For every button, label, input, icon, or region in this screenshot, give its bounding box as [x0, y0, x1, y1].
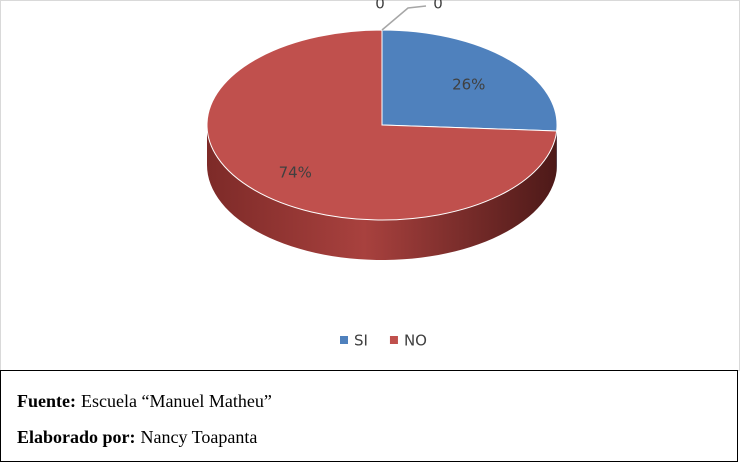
pie-slice	[206, 29, 558, 221]
legend-swatch	[389, 336, 398, 344]
data-label: 26%	[452, 75, 485, 93]
pie-slice	[381, 29, 558, 132]
data-label: 74%	[279, 164, 312, 182]
pie-side	[207, 125, 557, 260]
caption-line: Elaborado por: Nancy Toapanta	[17, 419, 737, 455]
leader-line	[381, 5, 427, 31]
legend-label: NO	[404, 332, 427, 350]
caption-text: Nancy Toapanta	[140, 427, 258, 447]
caption-label: Fuente:	[17, 391, 76, 411]
legend-swatch	[340, 336, 348, 344]
data-label: 0	[433, 0, 443, 13]
caption-line: Fuente: Escuela “Manuel Matheu”	[17, 383, 737, 419]
caption: Fuente: Escuela “Manuel Matheu” Elaborado …	[0, 370, 738, 462]
data-label: 0	[375, 0, 385, 13]
caption-text: Escuela “Manuel Matheu”	[80, 391, 272, 411]
caption-label: Elaborado por:	[17, 427, 136, 447]
legend-label: SI	[354, 332, 368, 350]
chart: 26% 74% 0 0 SI NO	[0, 0, 740, 371]
